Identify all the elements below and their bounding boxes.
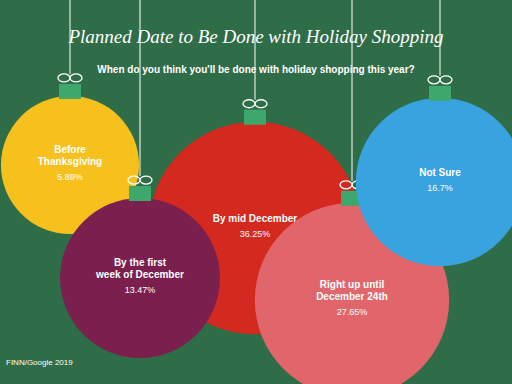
html-text:FINN/Google 2019: FINN/Google 2019 — [6, 358, 73, 367]
html-text:When do you think you'll be do: When do you think you'll be done with ho… — [97, 64, 415, 75]
svg-text:Right up until: Right up until — [320, 279, 385, 290]
svg-text:Before: Before — [54, 144, 86, 155]
svg-text:By mid December: By mid December — [213, 213, 298, 224]
svg-text:13.47%: 13.47% — [125, 285, 156, 295]
svg-text:Not Sure: Not Sure — [419, 167, 461, 178]
svg-text:By the first: By the first — [114, 257, 167, 268]
svg-text:36.25%: 36.25% — [240, 229, 271, 239]
svg-text:5.89%: 5.89% — [57, 172, 83, 182]
svg-text:Thanksgiving: Thanksgiving — [38, 156, 102, 167]
svg-text:16.7%: 16.7% — [427, 183, 453, 193]
html-text:Planned Date to Be Done with H: Planned Date to Be Done with Holiday Sho… — [68, 26, 444, 47]
svg-text:week of December: week of December — [95, 269, 184, 280]
svg-text:27.65%: 27.65% — [337, 307, 368, 317]
svg-text:December 24th: December 24th — [316, 291, 388, 302]
